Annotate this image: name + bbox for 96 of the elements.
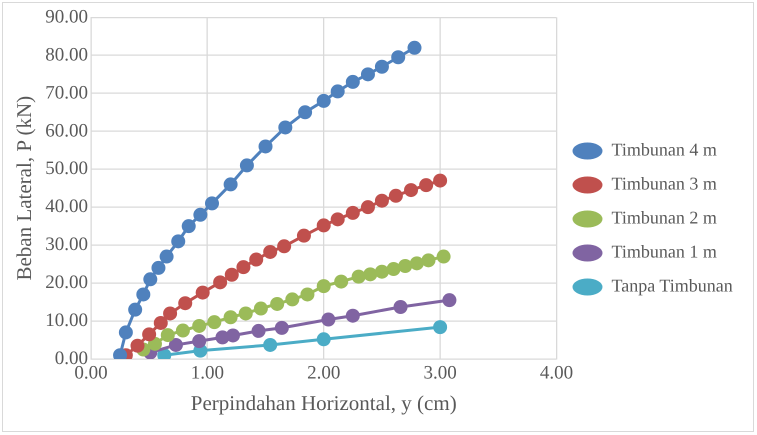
point <box>352 270 366 284</box>
point <box>330 212 345 226</box>
point <box>330 84 345 98</box>
y-axis-title: Beban Lateral, P (kN) <box>12 96 36 281</box>
point <box>374 194 389 208</box>
x-tick-label: 4.00 <box>540 362 574 384</box>
point <box>193 208 208 222</box>
point <box>226 328 240 342</box>
point <box>263 244 278 259</box>
point <box>410 256 424 270</box>
x-tick-label: 1.00 <box>190 362 224 384</box>
point <box>300 287 314 302</box>
point <box>254 302 268 316</box>
point <box>360 67 375 82</box>
y-tick-label: 30.00 <box>45 234 88 256</box>
point <box>316 94 331 108</box>
point <box>316 332 331 346</box>
legend-label: Timbunan 3 m <box>612 174 717 194</box>
point <box>142 327 156 342</box>
point <box>296 228 311 243</box>
point <box>192 318 206 333</box>
x-tick-label: 2.00 <box>307 362 340 384</box>
point <box>436 250 451 264</box>
y-tick-label: 60.00 <box>45 120 88 142</box>
point <box>224 177 238 192</box>
point <box>240 158 254 172</box>
point <box>346 308 360 323</box>
x-tick-label: 3.00 <box>423 362 457 384</box>
point <box>163 306 178 320</box>
point <box>360 200 375 214</box>
point <box>398 259 412 274</box>
point <box>160 250 174 264</box>
y-tick-label: 90.00 <box>45 6 88 28</box>
x-axis-title: Perpindahan Horizontal, y (cm) <box>190 390 457 415</box>
point <box>143 272 158 286</box>
y-tick-label: 40.00 <box>45 196 88 218</box>
point <box>346 74 360 89</box>
point <box>321 312 336 327</box>
point <box>213 275 228 290</box>
point <box>363 267 378 282</box>
point <box>316 279 331 294</box>
point <box>298 105 312 120</box>
point <box>178 296 192 310</box>
point <box>252 324 266 338</box>
point <box>346 206 360 220</box>
point <box>136 287 150 302</box>
point <box>249 252 264 267</box>
point <box>334 274 348 289</box>
legend-label: Timbunan 1 m <box>612 242 717 262</box>
point <box>433 174 448 188</box>
point <box>236 260 250 274</box>
y-tick-label: 20.00 <box>45 272 88 294</box>
point <box>386 262 401 276</box>
legend-label: Timbunan 2 m <box>612 208 717 228</box>
point <box>442 293 456 308</box>
legend-label: Timbunan 4 m <box>612 140 717 160</box>
point <box>130 338 145 353</box>
legend-label: Tanpa Timbunan <box>612 276 733 296</box>
point <box>171 234 186 248</box>
point <box>316 218 331 232</box>
point <box>168 338 183 352</box>
y-tick-label: 50.00 <box>45 158 88 180</box>
point <box>263 338 278 352</box>
y-tick-label: 80.00 <box>45 44 88 66</box>
point <box>182 219 196 234</box>
y-tick-label: 70.00 <box>45 82 88 104</box>
point <box>391 50 406 64</box>
point <box>277 239 292 254</box>
point <box>274 320 289 335</box>
point <box>270 296 284 311</box>
point <box>394 300 408 314</box>
point <box>176 324 190 338</box>
point <box>151 260 166 275</box>
point <box>278 120 292 134</box>
point <box>204 196 219 210</box>
point <box>224 268 239 282</box>
point <box>404 183 418 198</box>
y-tick-label: 10.00 <box>45 310 88 332</box>
point <box>192 334 206 348</box>
point <box>421 253 436 268</box>
point <box>258 139 273 154</box>
point <box>285 292 300 306</box>
point <box>433 320 448 334</box>
point <box>207 315 222 330</box>
point <box>388 188 403 203</box>
point <box>374 60 389 74</box>
point <box>408 40 422 55</box>
point <box>118 325 133 340</box>
point <box>154 316 168 330</box>
point <box>419 178 434 192</box>
point <box>374 264 389 279</box>
point <box>196 286 210 300</box>
point <box>128 302 142 317</box>
point <box>160 328 175 342</box>
point <box>238 306 253 320</box>
point <box>224 310 238 324</box>
